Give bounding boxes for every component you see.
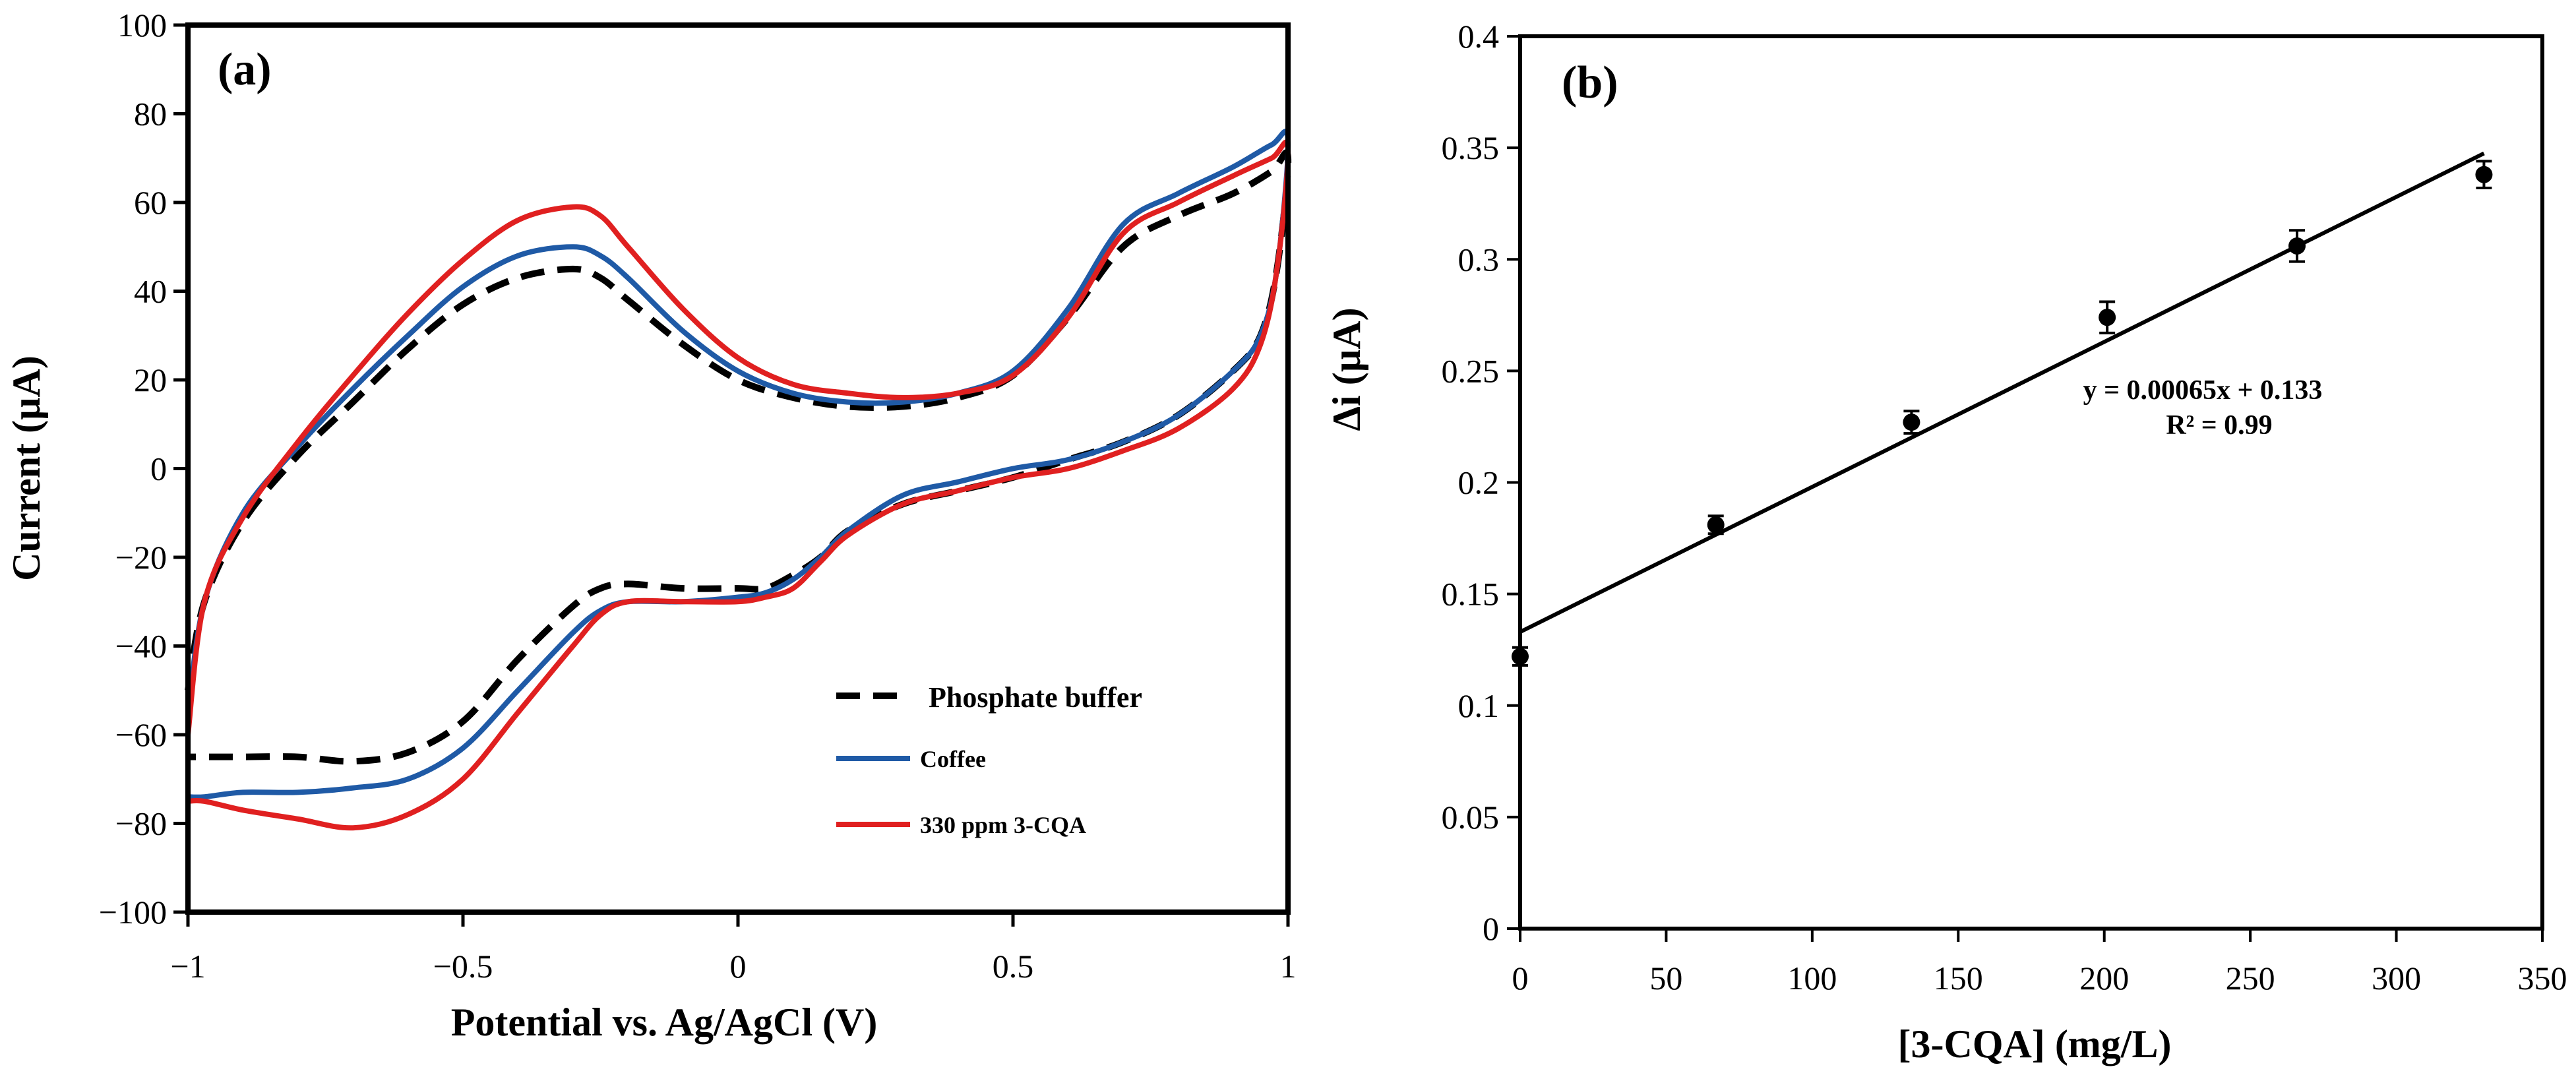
cv-series-group: [185, 129, 1292, 831]
y-tick-label-a: −80: [115, 805, 167, 842]
y-tick-label-a: 100: [117, 7, 167, 44]
calibration-chart-panel: 0 0.05 0.1 0.15 0.2 0.25 0.3 0.35 0.4 0 50 100 150 20…: [1325, 18, 2567, 1066]
x-tick-label-b: 350: [2518, 960, 2567, 997]
x-tick-label-a: 1: [1280, 948, 1297, 985]
x-axis-title-a: Potential vs. Ag/AgCl (V): [451, 1000, 878, 1044]
y-tick-label-a: 80: [134, 96, 167, 133]
data-point: [2288, 237, 2306, 255]
x-tick-label-a: −0.5: [433, 948, 493, 985]
x-tick-label-a: −1: [170, 948, 205, 985]
x-tick-label-b: 50: [1649, 960, 1682, 997]
x-tick-label-b: 200: [2079, 960, 2129, 997]
data-point: [2475, 166, 2493, 183]
plot-frame-b: [1518, 34, 2544, 931]
x-tick-label-a: 0.5: [993, 948, 1034, 985]
legend-label-330ppm-3cqa: 330 ppm 3-CQA: [920, 812, 1086, 838]
y-tick-label-a: −100: [99, 894, 167, 931]
data-point: [1707, 516, 1725, 534]
y-tick-label-b: 0.25: [1442, 352, 1500, 389]
panel-label-b: (b): [1562, 57, 1618, 108]
y-tick-label-b: 0.05: [1442, 799, 1500, 836]
calibration-marks-group: [1512, 151, 2493, 667]
series-line-phosphate-buffer: [185, 149, 1292, 765]
y-tick-label-a: 40: [134, 273, 167, 310]
legend-label-phosphate-buffer: Phosphate buffer: [929, 681, 1142, 714]
y-tick-label-b: 0: [1483, 910, 1499, 947]
x-axis-title-b: [3-CQA] (mg/L): [1898, 1022, 2172, 1066]
y-tick-label-a: −40: [115, 628, 167, 665]
fit-r-squared: R² = 0.99: [2166, 410, 2272, 441]
x-tick-label-b: 150: [1934, 960, 1983, 997]
y-tick-label-a: 0: [150, 450, 167, 487]
y-tick-label-b: 0.2: [1458, 464, 1500, 501]
cv-legend: Phosphate buffer Coffee 330 ppm 3-CQA: [836, 681, 1142, 838]
y-tick-label-a: 60: [134, 184, 167, 221]
plot-frame-a: [185, 22, 1291, 915]
y-tick-label-b: 0.1: [1458, 687, 1500, 724]
y-tick-label-b: 0.35: [1442, 129, 1500, 166]
calibration-axis-ticks: 0 0.05 0.1 0.15 0.2 0.25 0.3 0.35 0.4 0 50 100 150 20…: [1442, 18, 2567, 997]
x-tick-label-b: 300: [2372, 960, 2421, 997]
y-tick-label-b: 0.15: [1442, 576, 1500, 613]
panel-label-a: (a): [218, 44, 272, 95]
fit-equation: y = 0.00065x + 0.133: [2083, 375, 2323, 406]
fit-line: [1519, 151, 2485, 634]
y-axis-title-b: Δi (µA): [1325, 307, 1368, 431]
x-tick-label-b: 250: [2226, 960, 2275, 997]
y-tick-label-a: 20: [134, 361, 167, 398]
y-tick-label-a: −60: [115, 716, 167, 753]
y-tick-label-a: −20: [115, 539, 167, 576]
x-tick-label-b: 100: [1787, 960, 1837, 997]
y-axis-title-a: Current (µA): [5, 355, 48, 581]
cv-axis-ticks: −100 −80 −60 −40 −20 0 20 40 60 80 100 −1 −0.5 0 0.5 1: [99, 7, 1297, 985]
x-tick-label-a: 0: [730, 948, 747, 985]
y-tick-label-b: 0.4: [1458, 18, 1500, 55]
y-tick-label-b: 0.3: [1458, 241, 1500, 278]
data-point: [1903, 414, 1920, 431]
legend-label-coffee: Coffee: [920, 746, 986, 772]
data-point: [2099, 309, 2116, 326]
x-tick-label-b: 0: [1512, 960, 1529, 997]
